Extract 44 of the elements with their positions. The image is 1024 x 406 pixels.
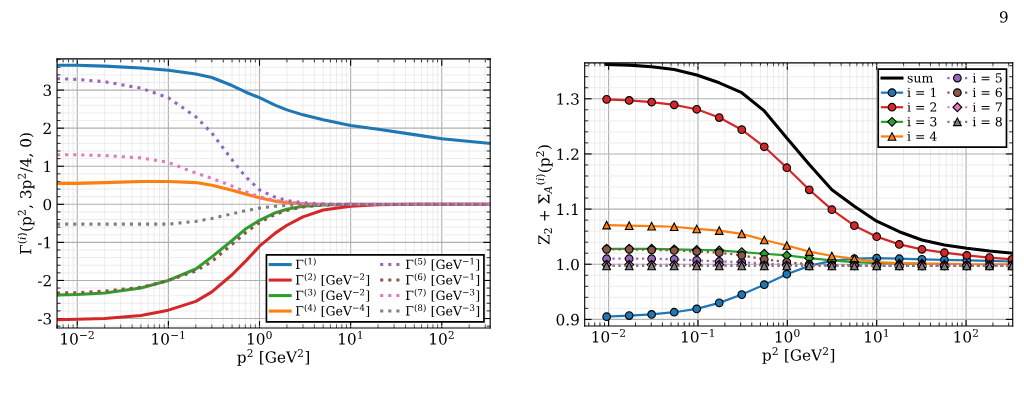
- x-tick-label: 10$^{−2}$: [61, 330, 94, 345]
- y-tick-label: -2: [37, 274, 51, 287]
- legend-label: sum: [907, 75, 933, 83]
- legend-label: i = 7: [972, 102, 1002, 112]
- y-tick-label: 0: [43, 198, 52, 211]
- legend-label: i = 2: [907, 102, 937, 112]
- x-tick-label: 10$^{1}$: [865, 328, 889, 343]
- y-axis-title: Γ$^{(i)}$(p$^{2}$, 3p$^{2}$/4, 0): [17, 133, 35, 255]
- legend-label: Γ$^{(4)}$ [GeV$^{−4}$]: [295, 304, 370, 318]
- y-tick-label: 0.9: [556, 313, 579, 326]
- x-tick-label: 10$^{0}$: [775, 328, 800, 343]
- legend-label: i = 5: [972, 73, 1002, 83]
- x-tick-label: 10$^{0}$: [247, 330, 272, 345]
- legend-label: i = 4: [907, 131, 937, 141]
- x-tick-label: 10$^{−1}$: [152, 330, 185, 345]
- y-axis-title: Z$_{2}$ + Σ$_{A}$$^{(i)}$(p$^{2}$): [535, 145, 553, 245]
- legend-label: Γ$^{(6)}$ [GeV$^{−1}$]: [405, 273, 480, 287]
- x-axis-title: p$^{2}$ [GeV$^{2}$]: [762, 347, 835, 364]
- y-tick-label: 1.3: [557, 93, 579, 105]
- x-tick-label: 10$^{−1}$: [681, 328, 714, 343]
- legend-label: i = 6: [972, 87, 1002, 98]
- legend-label: Γ$^{(8)}$ [GeV$^{−3}$]: [405, 304, 480, 318]
- legend-label: Γ$^{(7)}$ [GeV$^{−3}$]: [405, 288, 480, 302]
- x-tick-label: 10$^{2}$: [954, 328, 978, 343]
- y-tick-label: 3: [43, 84, 52, 97]
- legend-label: i = 3: [907, 116, 937, 127]
- y-tick-label: -3: [37, 313, 52, 325]
- y-tick-label: 1.1: [557, 203, 578, 216]
- x-tick-label: 10$^{1}$: [339, 330, 363, 345]
- legend-label: Γ$^{(1)}$: [295, 257, 316, 269]
- x-tick-label: 10$^{−2}$: [592, 328, 626, 343]
- y-tick-label: -1: [37, 236, 50, 249]
- y-tick-label: 1.0: [557, 258, 579, 271]
- legend-label: Γ$^{(3)}$ [GeV$^{−2}$]: [295, 288, 370, 302]
- y-tick-label: 2: [43, 122, 51, 134]
- legend-label: Γ$^{(2)}$ [GeV$^{−2}$]: [295, 273, 370, 287]
- legend-label: Γ$^{(5)}$ [GeV$^{−1}$]: [405, 257, 480, 271]
- legend-label: i = 1: [907, 87, 936, 98]
- y-tick-label: 1.2: [557, 148, 579, 160]
- text: 9: [999, 11, 1008, 23]
- legend-label: i = 8: [972, 116, 1002, 127]
- x-axis-title: p$^{2}$ [GeV$^{2}$]: [237, 349, 309, 366]
- y-tick-label: 1: [44, 160, 51, 173]
- x-tick-label: 10$^{2}$: [430, 330, 454, 345]
